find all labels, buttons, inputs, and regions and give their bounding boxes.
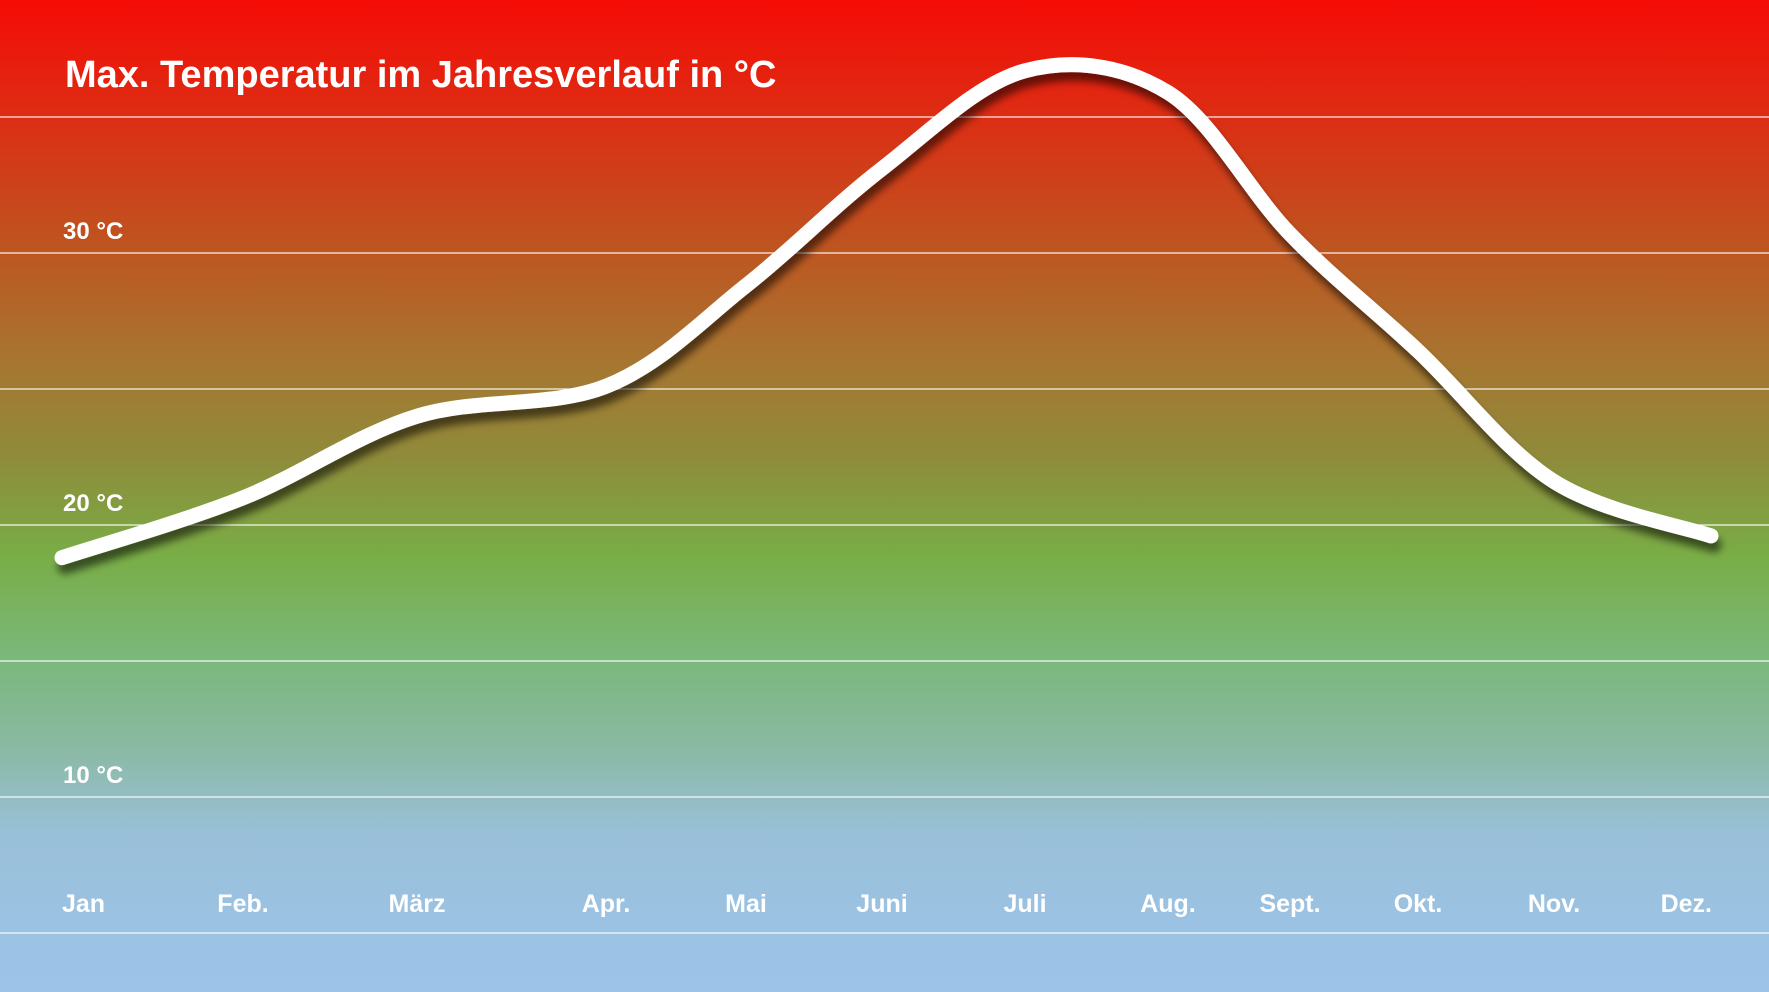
series-layer xyxy=(54,57,1719,566)
x-axis-ticks: Jan Feb. März Apr. Mai Juni Juli Aug. Sept. Okt. N… xyxy=(62,890,1712,918)
data-point-Feb. xyxy=(239,494,247,502)
x-tick-label: Feb. xyxy=(217,890,268,918)
y-tick-label: 10 °C xyxy=(63,762,123,789)
x-tick-label: Mai xyxy=(725,890,767,918)
x-tick-label: Jan xyxy=(62,890,105,918)
gridlines xyxy=(0,116,1769,934)
data-point-Aug. xyxy=(1164,89,1172,97)
x-tick-label: Apr. xyxy=(582,890,631,918)
x-tick-label: Dez. xyxy=(1661,890,1712,918)
data-point-März xyxy=(413,412,421,420)
data-point-Jan xyxy=(58,554,66,562)
x-tick-label: Aug. xyxy=(1140,890,1196,918)
data-point-Juli xyxy=(1021,67,1029,75)
data-point-Juni xyxy=(878,165,886,173)
y-tick-label: 30 °C xyxy=(63,218,123,245)
x-tick-label: Nov. xyxy=(1528,890,1580,918)
data-point-Sept. xyxy=(1286,230,1294,238)
data-point-Nov. xyxy=(1550,477,1558,485)
x-tick-label: Sept. xyxy=(1259,890,1320,918)
data-point-Apr. xyxy=(602,382,610,390)
data-point-Dez. xyxy=(1707,532,1715,540)
x-tick-label: Okt. xyxy=(1394,890,1443,918)
y-tick-label: 20 °C xyxy=(63,490,123,517)
series-line xyxy=(54,57,1719,566)
x-tick-label: Juli xyxy=(1003,890,1046,918)
chart-title: Max. Temperatur im Jahresverlauf in °C xyxy=(65,54,776,96)
data-point-Okt. xyxy=(1414,347,1422,355)
y-axis-ticks: 10 °C 20 °C 30 °C xyxy=(63,218,123,789)
x-tick-label: März xyxy=(389,890,446,918)
x-tick-label: Juni xyxy=(856,890,907,918)
data-point-Mai xyxy=(742,282,750,290)
